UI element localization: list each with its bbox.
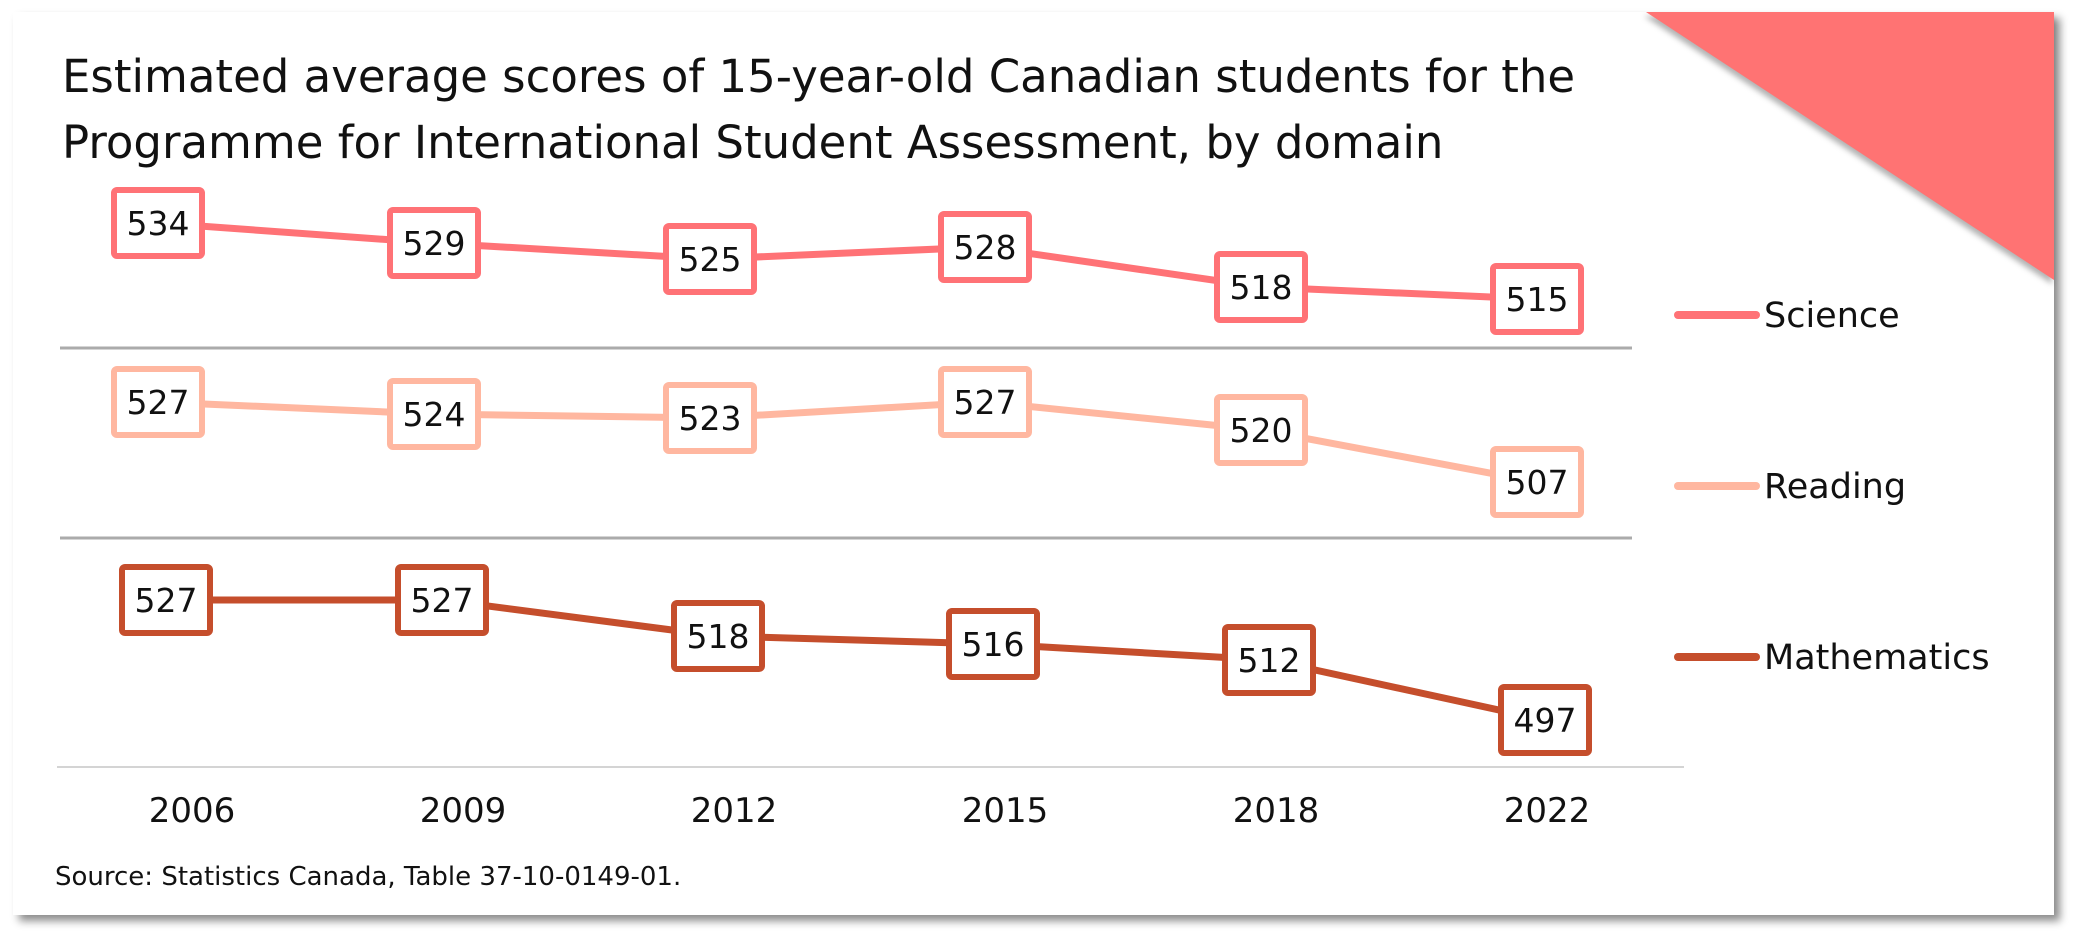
data-point-marker: [387, 378, 481, 450]
data-label: 507: [1506, 463, 1569, 502]
data-point-marker: [1214, 251, 1308, 323]
data-point-marker: [946, 608, 1040, 680]
data-label: 527: [954, 383, 1017, 422]
data-label: 524: [403, 395, 466, 434]
data-point-marker: [387, 207, 481, 279]
x-tick-label: 2022: [1504, 791, 1591, 831]
data-point-marker: [1498, 684, 1592, 756]
data-point-marker: [119, 564, 213, 636]
data-label: 518: [1230, 268, 1293, 307]
chart-svg: 2006 2009 2012 2015 2018 2022 534 529 525 528 518 5…: [57, 12, 2054, 831]
data-label: 525: [679, 240, 742, 279]
x-tick-label: 2015: [962, 791, 1049, 831]
data-point-marker: [938, 211, 1032, 283]
data-label: 516: [962, 625, 1025, 664]
data-point-marker: [663, 223, 757, 295]
data-label: 497: [1514, 701, 1577, 740]
data-point-marker: [111, 366, 205, 438]
source-note: Source: Statistics Canada, Table 37-10-0…: [55, 862, 682, 892]
data-label: 515: [1506, 280, 1569, 319]
x-tick-label: 2006: [149, 791, 236, 831]
data-label: 518: [687, 617, 750, 656]
legend-label-reading: Reading: [1764, 467, 1906, 507]
data-label: 527: [127, 383, 190, 422]
chart-title: Estimated average scores of 15-year-old …: [62, 50, 1576, 169]
series-line-mathematics: [166, 596, 1546, 724]
data-label: 523: [679, 399, 742, 438]
data-point-marker: [1490, 446, 1584, 518]
data-label: 527: [135, 581, 198, 620]
chart-card: 2006 2009 2012 2015 2018 2022 534 529 525 528 518 5…: [13, 12, 2054, 915]
data-point-marker: [671, 600, 765, 672]
data-label: 528: [954, 228, 1017, 267]
series-line-science: [157, 219, 1538, 303]
corner-triangle-decoration: [1646, 12, 2054, 280]
legend-label-mathematics: Mathematics: [1764, 638, 1990, 678]
data-point-marker: [938, 366, 1032, 438]
data-label: 534: [127, 204, 190, 243]
data-point-marker: [1222, 624, 1316, 696]
data-point-marker: [1214, 394, 1308, 466]
x-tick-label: 2018: [1233, 791, 1320, 831]
data-label: 520: [1230, 411, 1293, 450]
data-label: 529: [403, 224, 466, 263]
x-tick-label: 2012: [691, 791, 778, 831]
x-tick-label: 2009: [420, 791, 507, 831]
data-point-marker: [1490, 263, 1584, 335]
data-point-marker: [663, 382, 757, 454]
data-label: 512: [1238, 641, 1301, 680]
series-line-reading: [157, 398, 1538, 486]
data-point-marker: [111, 187, 205, 259]
data-label: 527: [411, 581, 474, 620]
data-point-marker: [395, 564, 489, 636]
legend-label-science: Science: [1764, 296, 1900, 336]
